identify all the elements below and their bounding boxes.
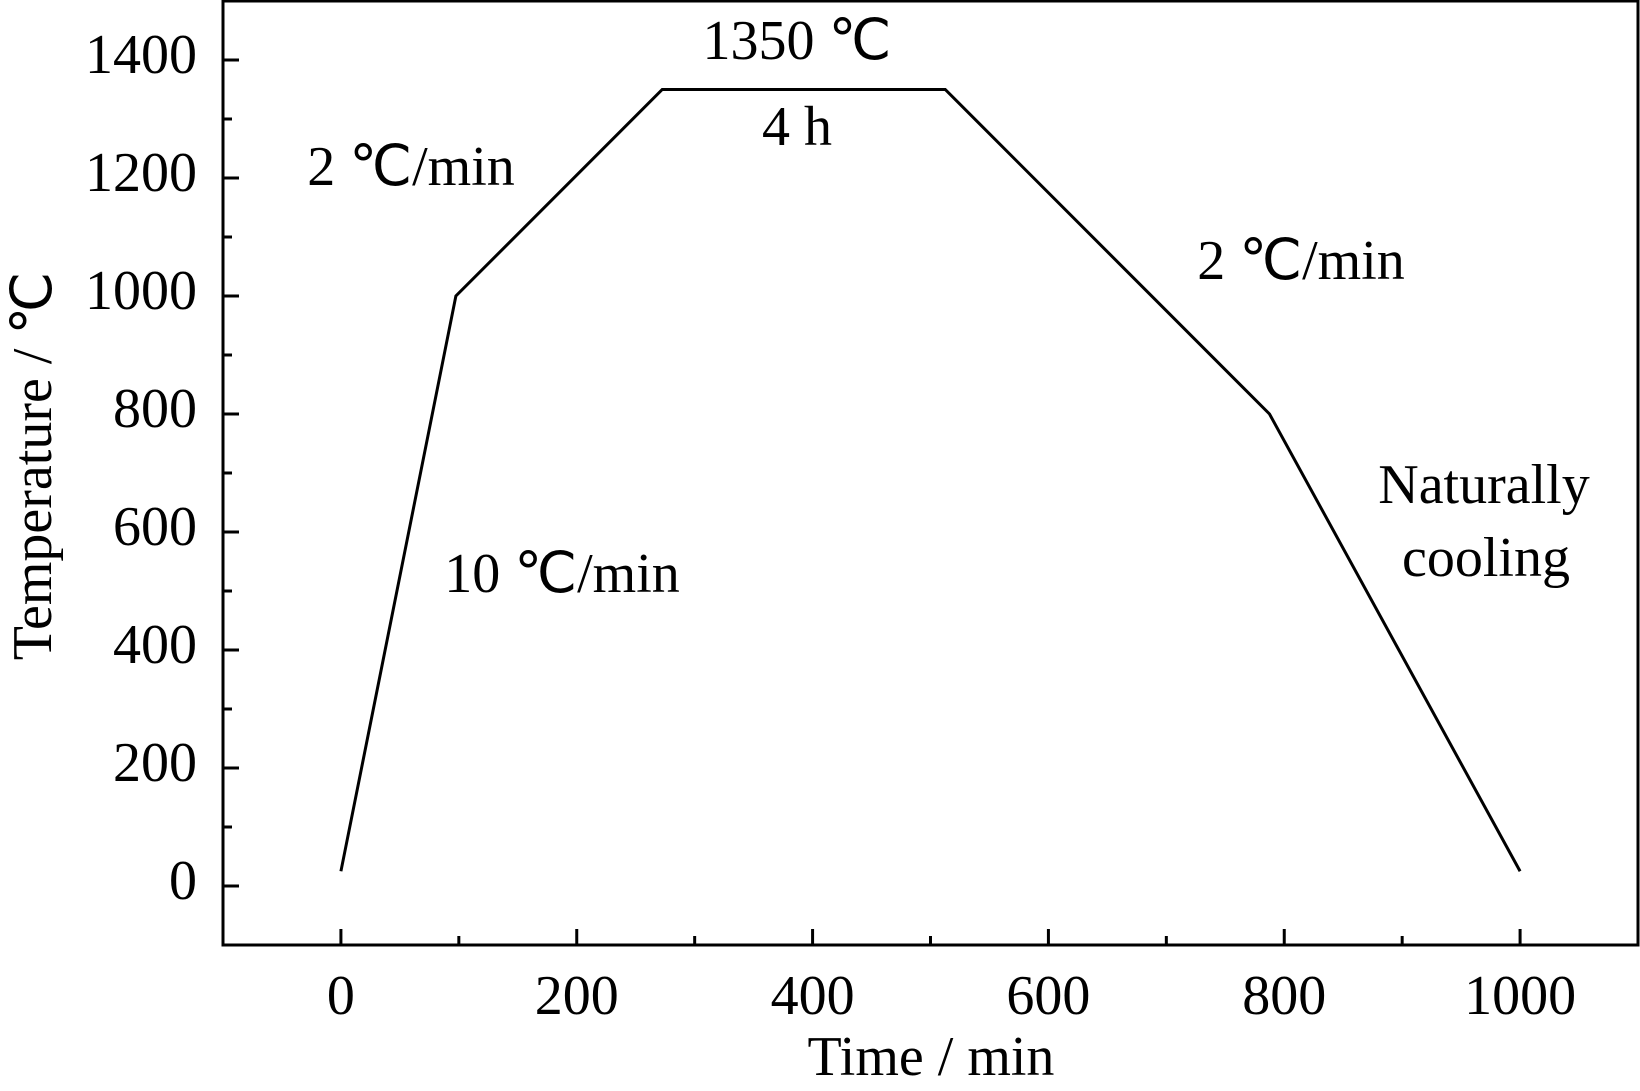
x-tick-label: 1000 [1464,965,1576,1027]
x-axis-label: Time / min [808,1026,1055,1088]
y-tick-label: 1000 [85,260,197,322]
y-tick-label: 1200 [85,142,197,204]
data-line [339,88,1522,872]
annotation: Naturally [1378,454,1589,516]
x-tick-label: 600 [1006,965,1090,1027]
y-tick-label: 800 [113,378,197,440]
annotation: 10 ℃/min [444,543,680,605]
x-tick-label: 800 [1242,965,1326,1027]
y-tick-label: 600 [113,496,197,558]
x-tick-label: 400 [771,965,855,1027]
annotation: 2 ℃/min [307,136,515,198]
y-tick-label: 0 [169,850,197,912]
annotation: 2 ℃/min [1197,230,1405,292]
y-tick-label: 1400 [85,24,197,86]
x-tick-label: 0 [327,965,355,1027]
annotation: 4 h [762,96,832,158]
y-tick-label: 400 [113,614,197,676]
annotation: cooling [1402,527,1570,589]
y-tick-label: 200 [113,732,197,794]
x-tick-label: 200 [535,965,619,1027]
annotation: 1350 ℃ [703,10,892,72]
y-axis-label: Temperature / ℃ [2,272,64,661]
